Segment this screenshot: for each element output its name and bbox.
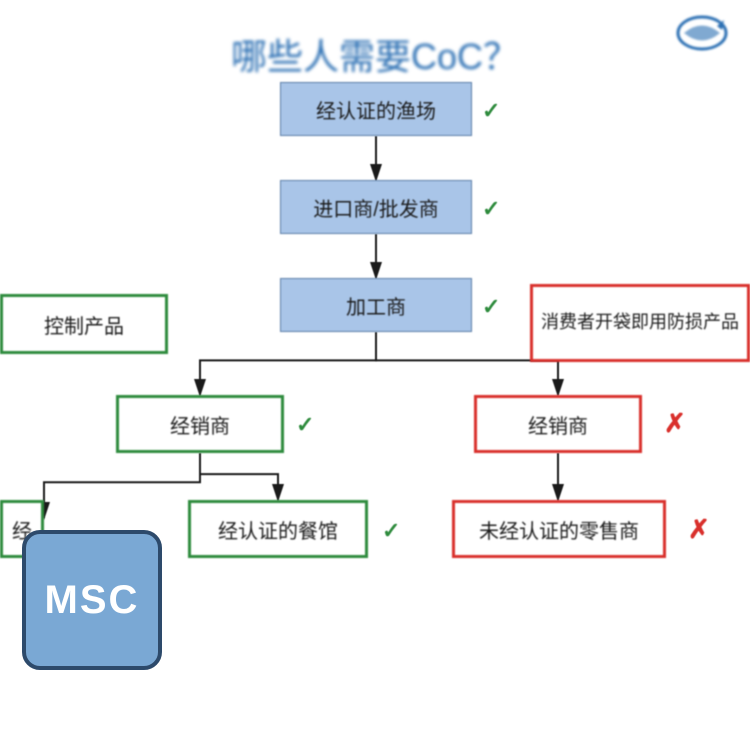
certification-logo-icon: [672, 8, 732, 58]
check-icon: ✓: [296, 412, 314, 438]
flowchart-edge: [200, 453, 278, 500]
cross-icon: ✗: [688, 514, 710, 545]
flowchart-node-n2: 进口商/批发商: [280, 180, 472, 234]
msc-badge: MSC: [22, 530, 162, 670]
flowchart-node-n4: 控制产品: [0, 294, 168, 354]
cross-icon: ✗: [664, 408, 686, 439]
flowchart-edge: [44, 453, 200, 518]
bottom-banner: 增加市场竞争力: [0, 673, 750, 722]
page-title-partial: 哪些人需要CoC？: [231, 28, 519, 80]
flowchart-node-n7: 经销商: [474, 395, 642, 453]
flowchart-node-n1: 经认证的渔场: [280, 82, 472, 136]
check-icon: ✓: [482, 98, 500, 124]
flowchart-edge: [200, 332, 376, 395]
check-icon: ✓: [382, 518, 400, 544]
flowchart-node-n9: 经认证的餐馆: [188, 500, 368, 558]
flowchart-node-n5: 消费者开袋即用防损产品: [530, 284, 750, 362]
flowchart-node-n6: 经销商: [116, 395, 284, 453]
flowchart-node-n10: 未经认证的零售商: [452, 500, 666, 558]
check-icon: ✓: [482, 196, 500, 222]
flowchart-node-n3: 加工商: [280, 278, 472, 332]
check-icon: ✓: [482, 294, 500, 320]
msc-badge-text: MSC: [45, 578, 140, 623]
